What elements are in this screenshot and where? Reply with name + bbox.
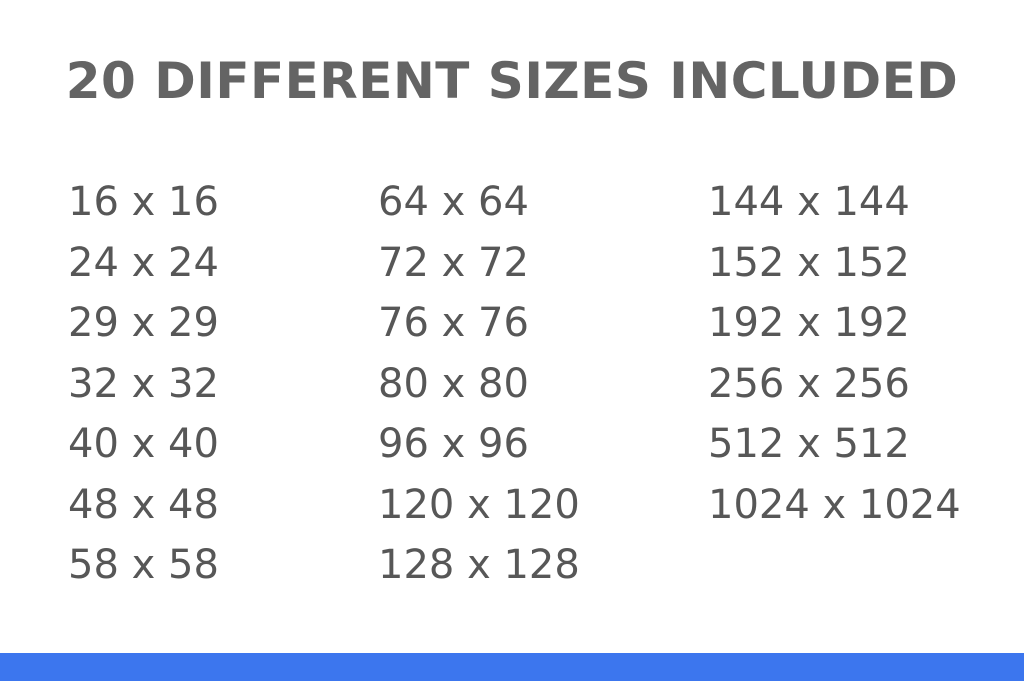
size-item: 1024 x 1024 <box>708 481 961 528</box>
size-item: 76 x 76 <box>378 300 529 346</box>
sizes-column-1: 16 x 16 24 x 24 29 x 29 32 x 32 40 x 40 48 x … <box>68 174 219 598</box>
size-item: 24 x 24 <box>68 239 219 286</box>
size-item: 192 x 192 <box>708 300 910 346</box>
page-title: 20 DIFFERENT SIZES INCLUDED <box>65 52 959 110</box>
size-item: 40 x 40 <box>68 421 219 467</box>
size-item: 48 x 48 <box>68 481 219 528</box>
size-item: 512 x 512 <box>708 421 910 467</box>
size-item: 128 x 128 <box>378 542 580 588</box>
size-item: 58 x 58 <box>68 542 219 588</box>
size-item: 29 x 29 <box>68 300 219 346</box>
size-item: 32 x 32 <box>68 360 219 407</box>
sizes-column-3: 144 x 144 152 x 152 192 x 192 256 x 256 512 … <box>708 174 961 537</box>
accent-bar <box>0 653 1024 681</box>
size-item: 120 x 120 <box>378 481 580 528</box>
size-item: 256 x 256 <box>708 360 910 407</box>
size-item: 80 x 80 <box>378 360 529 407</box>
sizes-column-2: 64 x 64 72 x 72 76 x 76 80 x 80 96 x 96 120 x… <box>378 174 580 598</box>
size-item: 64 x 64 <box>378 179 529 225</box>
size-item: 72 x 72 <box>378 239 529 286</box>
size-item: 16 x 16 <box>68 179 219 225</box>
size-item: 96 x 96 <box>378 421 529 467</box>
size-item: 152 x 152 <box>708 239 910 286</box>
size-item: 144 x 144 <box>708 179 910 225</box>
